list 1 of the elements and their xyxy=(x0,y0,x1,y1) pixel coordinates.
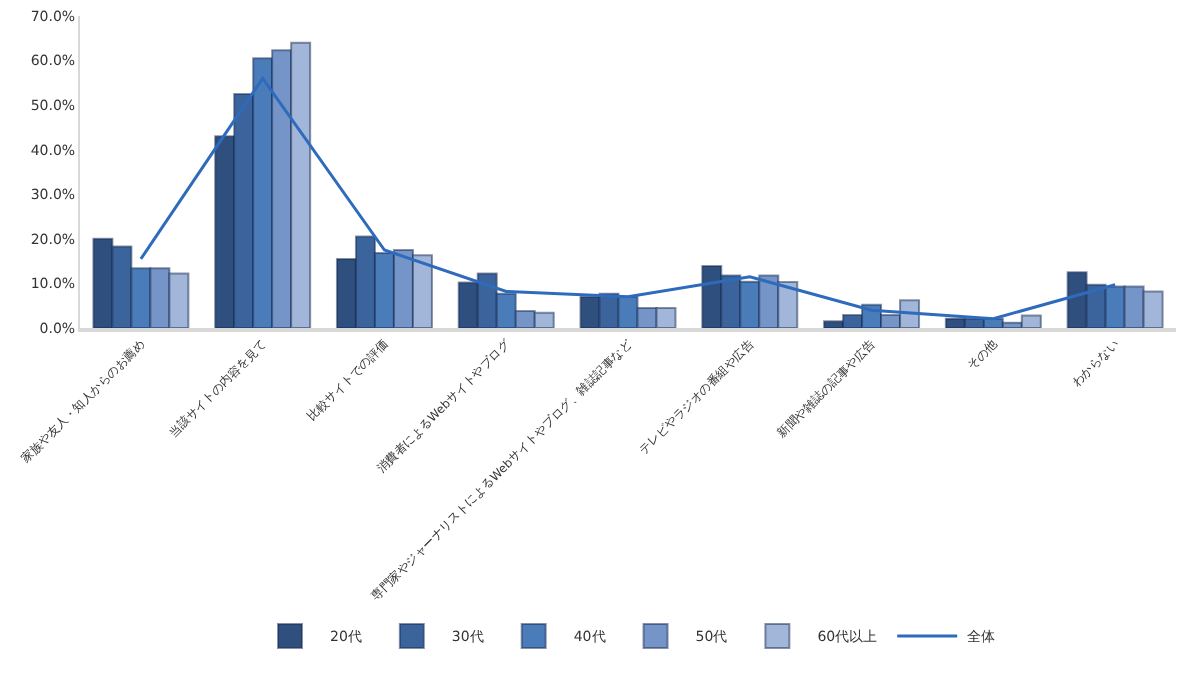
line-series xyxy=(139,76,1117,321)
